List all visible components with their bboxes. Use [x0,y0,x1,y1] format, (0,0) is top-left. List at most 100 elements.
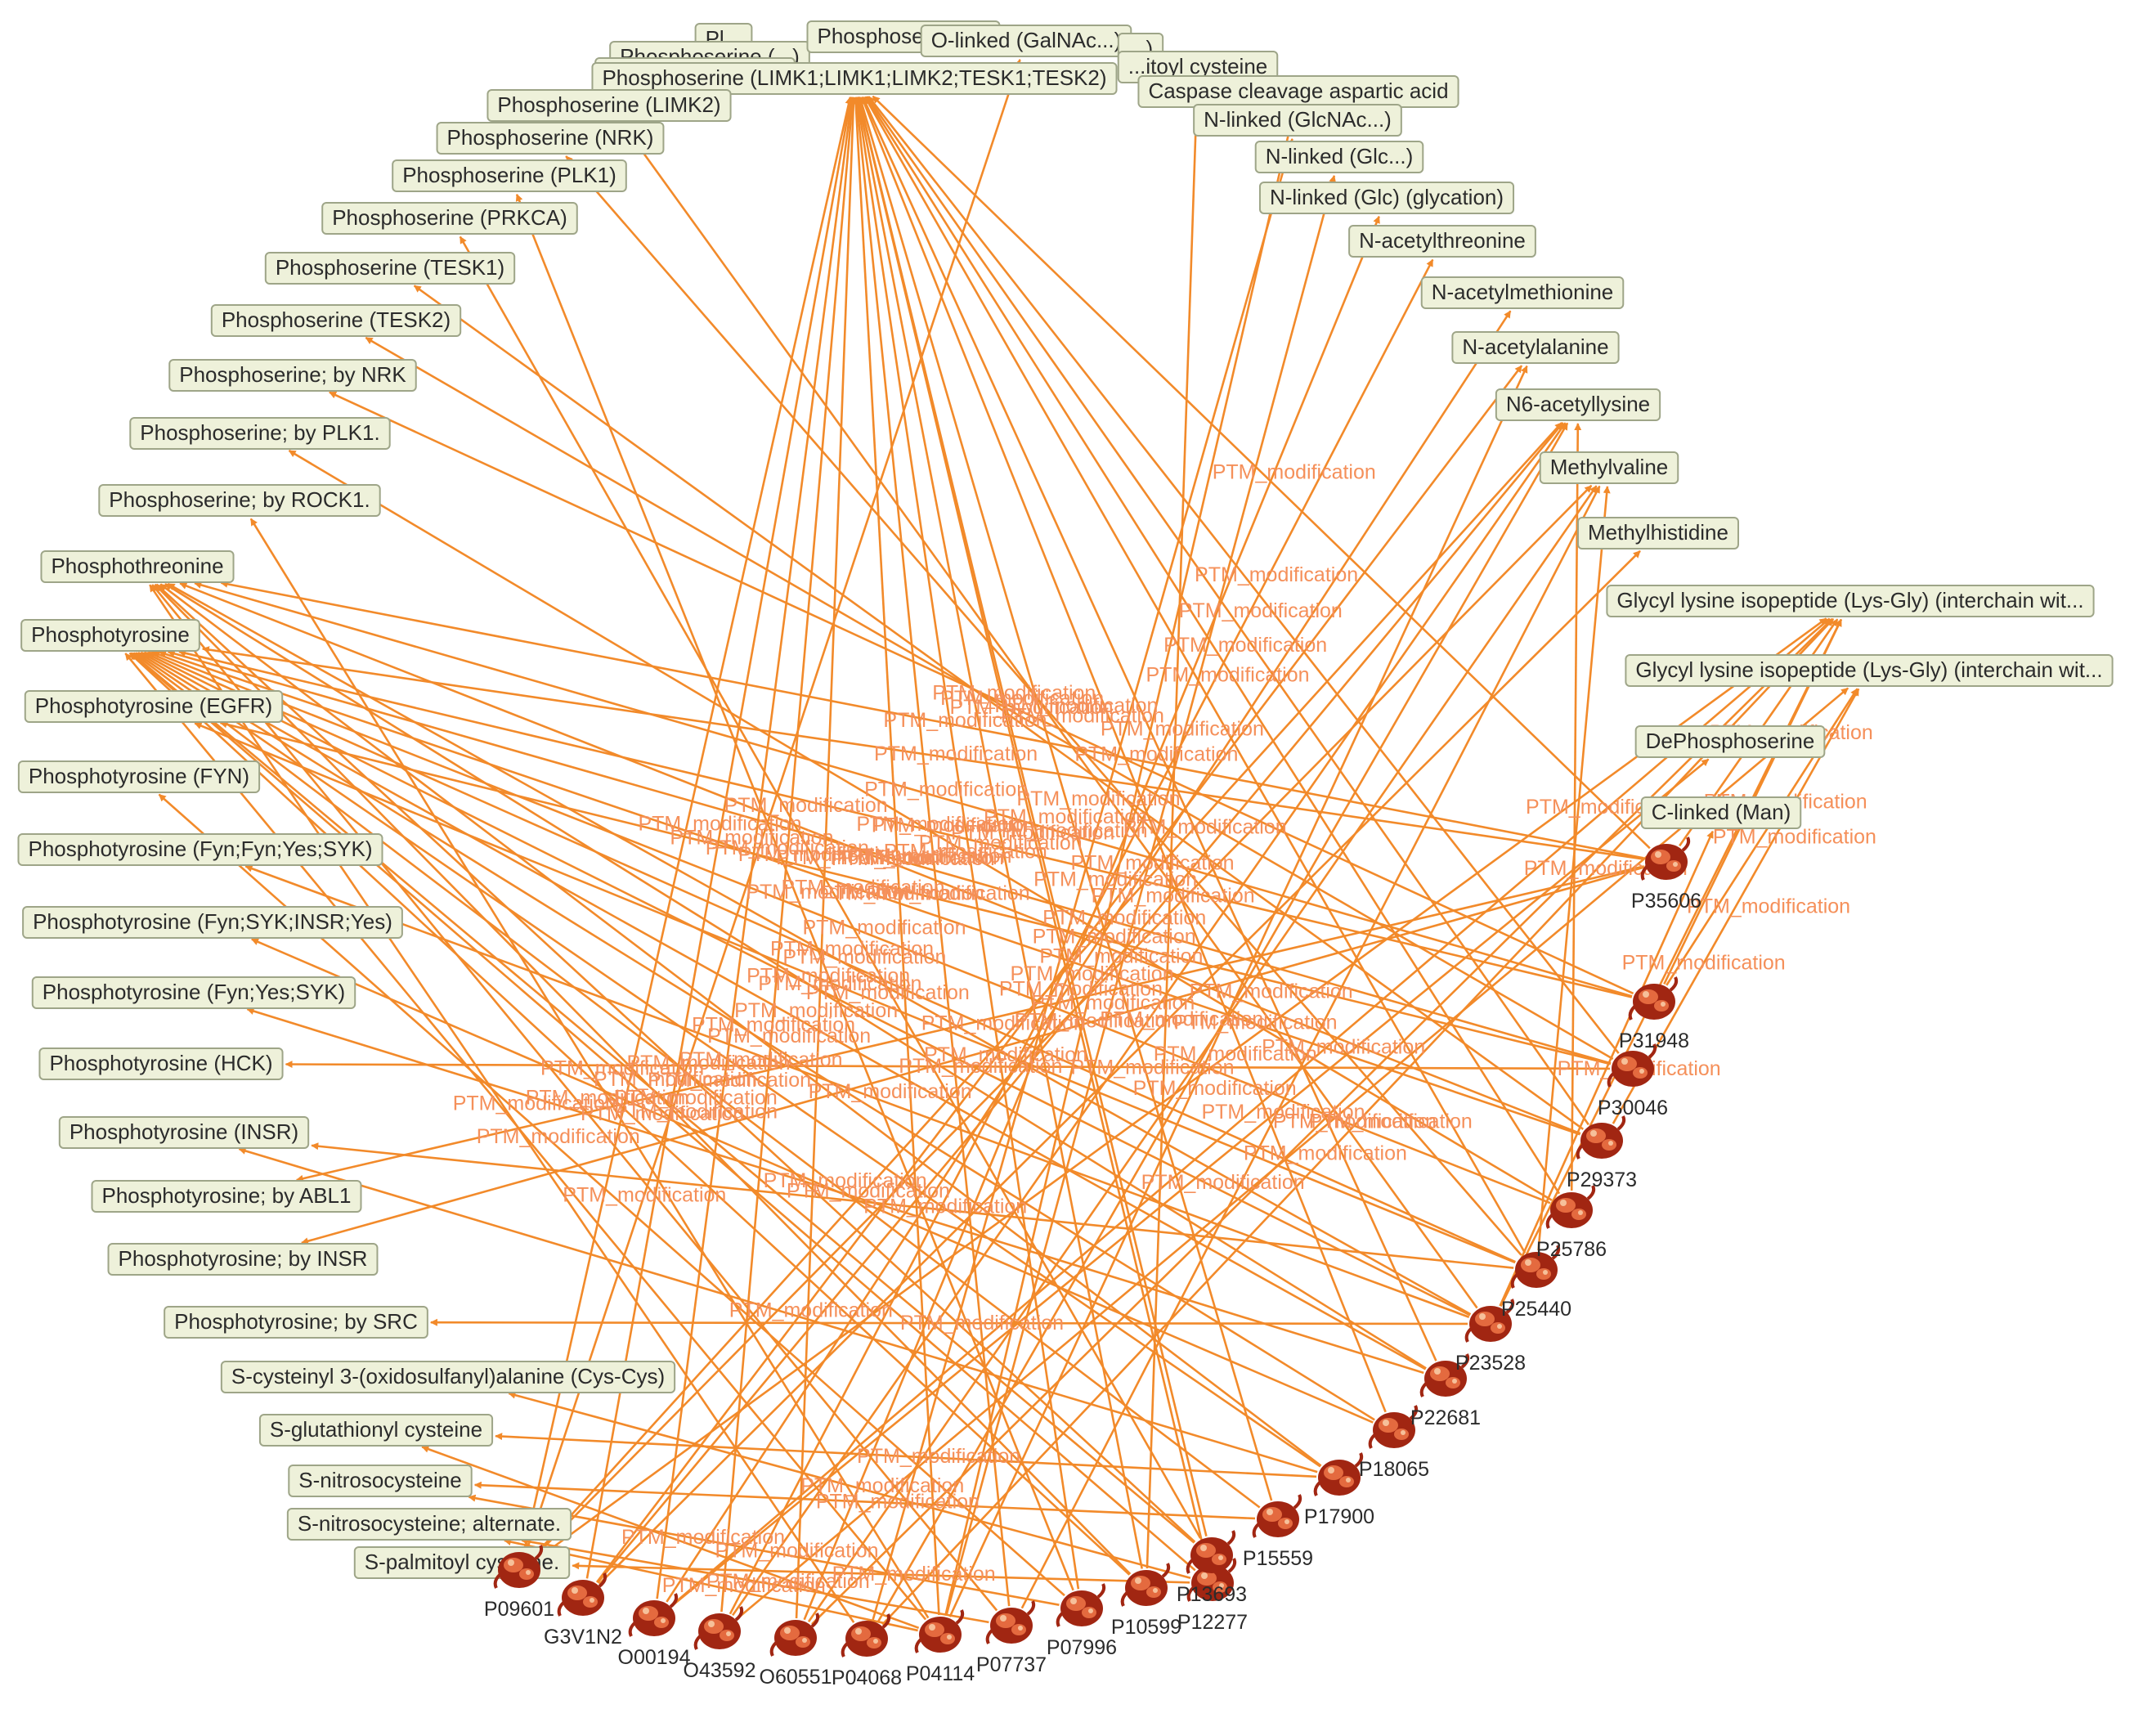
protein-node[interactable]: P15559 [1243,1494,1313,1570]
ptm-node[interactable]: Glycyl lysine isopeptide (Lys-Gly) (inte… [1606,585,2095,617]
ptm-node[interactable]: S-nitrosocysteine [288,1465,473,1497]
protein-node[interactable]: P25786 [1536,1185,1607,1261]
ptm-node-label: Caspase cleavage aspartic acid [1148,79,1448,103]
protein-node[interactable]: P30046 [1598,1043,1668,1119]
ptm-node[interactable]: Phosphotyrosine (Fyn;Yes;SYK) [31,976,356,1009]
ptm-node-box [24,690,284,723]
ptm-edge [132,652,1261,1509]
protein-node[interactable]: P04068 [832,1613,902,1689]
ptm-node[interactable]: Phosphoserine (PRKCA) [321,202,578,235]
edge-label: PTM_modification [1071,851,1235,874]
protein-node[interactable]: P10599 [1111,1563,1181,1639]
ptm-node[interactable]: Phosphotyrosine; by SRC [164,1306,428,1339]
protein-node[interactable]: P07996 [1047,1583,1117,1659]
ptm-node-label: Phosphotyrosine (Fyn;SYK;INSR;Yes) [33,909,392,934]
edge-label: PTM_modification [867,882,1030,905]
ptm-node[interactable]: Phosphoserine; by ROCK1. [98,484,381,517]
edge-label: PTM_modification [832,847,995,870]
ptm-node[interactable]: Methylhistidine [1577,517,1739,550]
ptm-node[interactable]: S-cysteinyl 3-(oxidosulfanyl)alanine (Cy… [220,1361,676,1393]
edge-label: PTM_modification [806,981,970,1004]
ptm-node-box [258,1414,494,1447]
protein-node[interactable]: P04114 [906,1609,975,1685]
edge-label: PTM_modification [1622,952,1786,975]
ptm-node-box [1539,451,1679,484]
ptm-edge [621,123,1478,1309]
ptm-node[interactable]: Phosphoserine (LIMK1;LIMK1;LIMK2;TESK1;T… [591,62,1118,95]
ptm-node[interactable]: Methylvaline [1539,451,1679,484]
ptm-node[interactable]: Phosphoserine (LIMK2) [486,89,732,122]
ptm-edge [731,422,1567,1617]
ptm-node[interactable]: O-linked (GalNAc...) [920,25,1132,57]
protein-node[interactable]: O43592 [684,1606,756,1682]
ptm-node[interactable]: Phosphotyrosine; by ABL1 [91,1180,362,1213]
protein-node[interactable]: P18065 [1359,1405,1429,1481]
protein-node[interactable]: P09601 [484,1545,554,1621]
ptm-node[interactable]: Phosphoserine; by PLK1. [129,417,391,450]
edge-label: PTM_modification [1123,816,1287,839]
ptm-node[interactable]: Phosphotyrosine (EGFR) [24,690,284,723]
edge-label: PTM_modification [746,881,909,904]
ptm-node[interactable]: C-linked (Man) [1640,796,1802,829]
ptm-node[interactable]: Phosphothreonine [40,550,235,583]
ptm-node-box [1634,725,1826,758]
edge-label: PTM_modification [1070,1056,1234,1079]
ptm-node[interactable]: N-linked (Glc...) [1254,141,1424,173]
ptm-node[interactable]: Phosphotyrosine; by INSR [107,1243,379,1276]
protein-node[interactable]: P25440 [1501,1245,1571,1321]
ptm-edge [858,96,1273,1501]
ptm-node[interactable]: S-nitrosocysteine; alternate. [286,1508,572,1541]
ptm-node[interactable]: N-acetylmethionine [1420,276,1625,309]
protein-node[interactable]: P07737 [976,1600,1047,1676]
ptm-node[interactable]: S-glutathionyl cysteine [258,1414,494,1447]
ptm-node-label: ...itoyl cysteine [1128,54,1268,79]
ptm-node[interactable]: N-acetylalanine [1451,331,1620,364]
protein-node[interactable]: G3V1N2 [544,1572,622,1649]
edge-label: PTM_modification [453,1092,616,1115]
edge-label: PTM_modification [1001,704,1164,727]
ptm-node[interactable]: N-linked (GlcNAc...) [1193,104,1402,137]
ptm-node[interactable]: Glycyl lysine isopeptide (Lys-Gly) (inte… [1625,654,2114,687]
protein-node[interactable]: P35606 [1631,837,1701,913]
ptm-node[interactable]: Phosphoserine (NRK) [436,122,665,155]
ptm-node[interactable]: Phosphoserine (PLK1) [392,159,627,192]
ptm-node-box [1193,104,1402,137]
ptm-edge [860,96,1387,1413]
ptm-node[interactable]: N6-acetyllysine [1495,388,1661,421]
protein-node[interactable]: P22681 [1410,1353,1481,1429]
ptm-node-box [38,1047,284,1080]
ptm-edge [246,1007,1424,1375]
edge-label: PTM_modification [594,1068,757,1091]
edge-label: PTM_modification [1011,962,1174,985]
ptm-node[interactable]: Phosphoserine (TESK2) [210,304,462,337]
protein-node[interactable]: P13693 [1177,1530,1247,1606]
ptm-node[interactable]: Phosphotyrosine (Fyn;Fyn;Yes;SYK) [17,833,383,866]
protein-node[interactable]: P12277 [1177,1558,1248,1634]
protein-node[interactable]: P17900 [1304,1452,1374,1528]
ptm-node-box [1625,654,2114,687]
protein-node-label: P30046 [1598,1097,1668,1119]
protein-node[interactable]: O00194 [618,1593,691,1669]
ptm-node[interactable]: Phosphotyrosine (Fyn;SYK;INSR;Yes) [22,906,403,939]
ptm-node-label: S-nitrosocysteine; alternate. [298,1511,561,1536]
ptm-node[interactable]: Phosphoserine; by NRK [168,359,417,392]
ptm-node[interactable]: DePhosphoserine [1634,725,1826,758]
edge-label: PTM_modification [874,742,1038,765]
ptm-node-label: Phosphotyrosine (Fyn;Yes;SYK) [43,980,345,1004]
ptm-edge [585,96,854,1579]
ptm-node[interactable]: Caspase cleavage aspartic acid [1137,75,1459,108]
ptm-node[interactable]: Phosphotyrosine (FYN) [17,760,261,793]
ptm-node-box [17,760,261,793]
ptm-node[interactable]: Phosphotyrosine (INSR) [58,1116,310,1149]
ptm-node[interactable]: ...itoyl cysteine [1117,51,1279,83]
ptm-node[interactable]: N-acetylthreonine [1348,225,1536,258]
protein-structure-icon [1628,976,1679,1021]
protein-node[interactable]: P23528 [1455,1299,1526,1375]
ptm-node[interactable]: Phosphotyrosine (HCK) [38,1047,284,1080]
ptm-node[interactable]: Phosphoserine (TESK1) [264,252,516,285]
ptm-node[interactable]: N-linked (Glc) (glycation) [1258,182,1515,214]
protein-node[interactable]: P31948 [1619,976,1689,1052]
protein-node[interactable]: O60551 [760,1613,832,1689]
ptm-node[interactable]: Phosphotyrosine [20,619,200,652]
protein-node[interactable]: P29373 [1567,1115,1637,1191]
